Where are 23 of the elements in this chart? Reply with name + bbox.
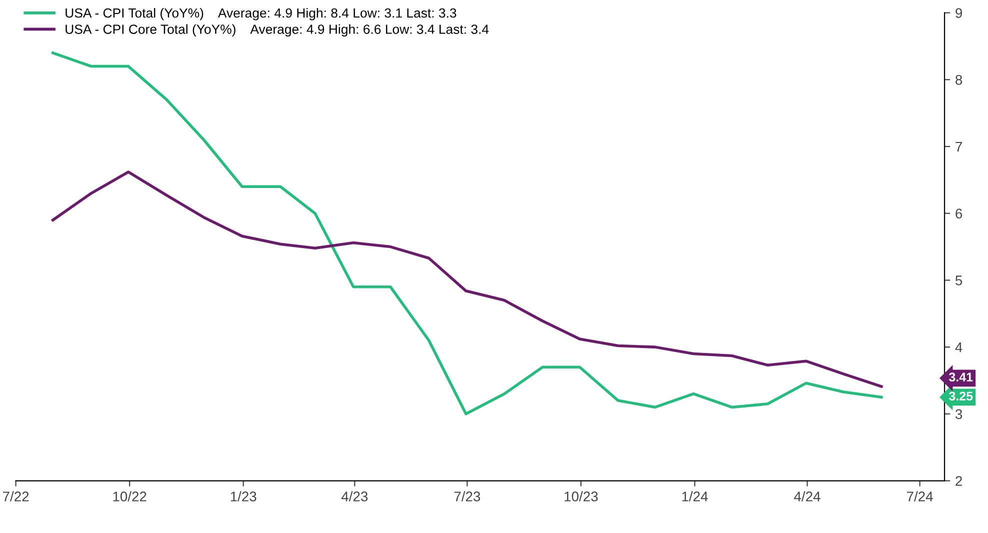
x-tick-label: 4/24 xyxy=(794,491,820,502)
text: 3.25 xyxy=(948,392,973,401)
y-tick-label: 8 xyxy=(956,74,962,85)
y-tick-label: 4 xyxy=(955,342,962,352)
y-tick-label: 3 xyxy=(955,409,962,420)
y-tick-label: 6 xyxy=(956,208,962,219)
line-series xyxy=(52,170,883,388)
x-tick-label: 7/23 xyxy=(454,491,480,502)
x-tick-label: 1/23 xyxy=(230,491,256,502)
legend-label: USA - CPI Total (YoY%) Average: 4.9 High: 8.4 Low: 3.1 Last: 3.3 xyxy=(66,8,456,20)
x-tick-label: 7/22 xyxy=(3,491,29,502)
x-tick-label: 7/24 xyxy=(906,491,933,502)
y-tick-label: 5 xyxy=(956,276,962,286)
x-tick-label: 1/24 xyxy=(682,491,708,502)
y-tick-label: 2 xyxy=(956,476,962,486)
y-tick-label: 7 xyxy=(956,142,962,152)
x-tick-label: 10/23 xyxy=(564,491,598,502)
line-series xyxy=(52,52,883,416)
legend-label: USA - CPI Core Total (YoY%) Average: 4.9 High: 6.6 Low: 3.4 Last: 3.4 xyxy=(66,24,489,37)
y-tick-label: 9 xyxy=(956,8,962,18)
x-tick-label: 4/23 xyxy=(341,491,368,502)
x-tick-label: 10/22 xyxy=(113,491,146,502)
text: 3.41 xyxy=(948,372,973,382)
